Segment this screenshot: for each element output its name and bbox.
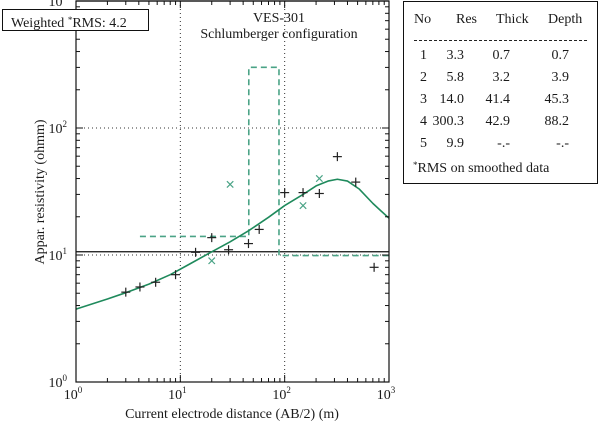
observed-point bbox=[254, 224, 264, 234]
x-tick-label: 100 bbox=[64, 385, 83, 403]
observed-point bbox=[121, 287, 131, 297]
x-axis-label: Current electrode distance (AB/2) (m) bbox=[125, 407, 339, 422]
x-tick-label: 101 bbox=[168, 385, 187, 403]
observed-point bbox=[369, 262, 379, 272]
chart-title: VES-301 bbox=[253, 11, 305, 26]
plot-frame bbox=[75, 0, 390, 383]
observed-point bbox=[314, 188, 324, 198]
table-cell: 5.8 bbox=[446, 70, 465, 85]
table-cell: 14.0 bbox=[439, 92, 465, 107]
footnote-asterisk: * bbox=[413, 160, 418, 170]
table-cell: 3.3 bbox=[446, 48, 465, 63]
y-tick-label: 101 bbox=[49, 246, 68, 264]
table-cell: 0.7 bbox=[551, 48, 570, 63]
observed-point bbox=[243, 239, 253, 249]
table-header-thick: Thick bbox=[496, 12, 529, 27]
table-cell: -.- bbox=[556, 136, 569, 151]
table-cell: 300.3 bbox=[432, 114, 465, 129]
smoothed-point bbox=[315, 174, 323, 183]
rms-value: RMS: 4.2 bbox=[72, 16, 127, 31]
rms-asterisk: * bbox=[67, 15, 73, 25]
table-cell: 0.7 bbox=[492, 48, 511, 63]
layer-model-step-line bbox=[139, 66, 389, 257]
observed-point bbox=[224, 245, 234, 255]
table-header-res: Res bbox=[456, 12, 477, 27]
smoothed-point bbox=[299, 201, 307, 210]
table-cell: 42.9 bbox=[485, 114, 511, 129]
smoothed-point bbox=[226, 180, 234, 188]
table-divider bbox=[414, 40, 587, 41]
axis-ticks bbox=[75, 1, 389, 383]
table-cell: 4 bbox=[420, 114, 427, 129]
y-tick-labels: 100 101 102 103 bbox=[49, 0, 68, 391]
y-axis-label: Appar. resistivity (ohmm) bbox=[33, 119, 48, 264]
footnote-text: RMS on smoothed data bbox=[417, 161, 550, 176]
layer-parameters-table: No Res Thick Depth 1 3.3 0.7 0.7 2 5.8 3… bbox=[403, 1, 598, 184]
table-cell: 9.9 bbox=[446, 136, 465, 151]
y-tick-label: 100 bbox=[49, 373, 68, 391]
smoothed-point-b bbox=[208, 257, 216, 265]
table-header-depth: Depth bbox=[548, 12, 583, 27]
table-header-no: No bbox=[414, 12, 432, 27]
smoothed-point bbox=[208, 257, 216, 265]
weighted-rms-box: Weighted *RMS: 4.2 bbox=[2, 9, 149, 31]
x-tick-label: 103 bbox=[377, 385, 396, 403]
table-footnote: *RMS on smoothed data bbox=[413, 160, 549, 177]
observed-points-series bbox=[121, 152, 379, 297]
observed-point bbox=[207, 233, 217, 243]
table-cell: 5 bbox=[420, 136, 427, 151]
smoothed-point-b bbox=[226, 180, 234, 188]
smoothed-point-b bbox=[299, 201, 307, 210]
observed-point bbox=[171, 270, 181, 280]
y-tick-label: 102 bbox=[49, 119, 68, 137]
observed-point bbox=[191, 247, 201, 257]
observed-point bbox=[280, 188, 290, 198]
y-tick-label: 103 bbox=[49, 0, 68, 10]
table-cell: 3.2 bbox=[492, 70, 511, 85]
fitted-curve-line bbox=[75, 178, 390, 310]
table-cell: 3 bbox=[420, 92, 427, 107]
table-cell: 45.3 bbox=[544, 92, 570, 107]
table-cell: 41.4 bbox=[485, 92, 511, 107]
fitted-curve-series bbox=[75, 178, 390, 310]
x-tick-labels: 100 101 102 103 bbox=[64, 385, 396, 403]
rms-label: Weighted bbox=[11, 16, 65, 31]
observed-point bbox=[332, 152, 342, 162]
table-cell: 88.2 bbox=[544, 114, 570, 129]
grid-lines bbox=[76, 1, 389, 382]
table-cell: 3.9 bbox=[551, 70, 570, 85]
table-cell: -.- bbox=[497, 136, 510, 151]
layer-model-series bbox=[139, 66, 389, 257]
table-cell: 2 bbox=[420, 70, 427, 85]
smoothed-point-b bbox=[315, 174, 323, 183]
observed-point bbox=[351, 177, 361, 187]
table-cell: 1 bbox=[420, 48, 427, 63]
x-tick-label: 102 bbox=[272, 385, 291, 403]
observed-point bbox=[298, 188, 308, 198]
chart-subtitle: Schlumberger configuration bbox=[200, 27, 357, 42]
observed-point bbox=[135, 282, 145, 292]
observed-point bbox=[151, 277, 161, 287]
smoothed-points-series bbox=[208, 174, 323, 265]
